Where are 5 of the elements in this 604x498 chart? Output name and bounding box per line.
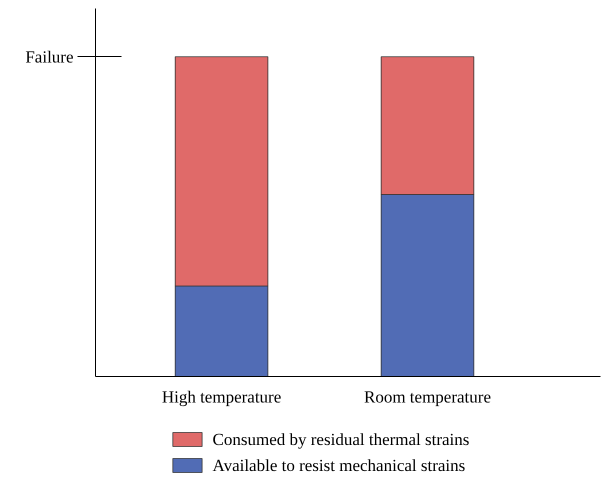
legend-label: Available to resist mechanical strains [212, 456, 466, 475]
x-tick-label: High temperature [162, 388, 282, 406]
x-tick-label: Room temperature [364, 388, 492, 406]
text: Failure [25, 47, 74, 66]
legend-label: Consumed by residual thermal strains [212, 430, 470, 449]
